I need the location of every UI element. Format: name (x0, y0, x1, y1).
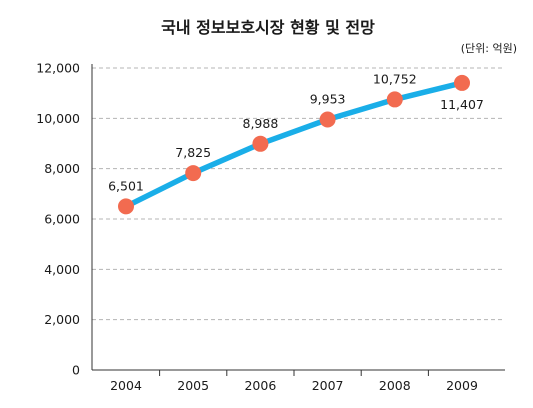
x-tick-label: 2007 (312, 378, 344, 393)
data-label: 7,825 (175, 145, 211, 160)
data-labels: 6,501 7,825 8,988 9,953 10,752 11,407 (108, 71, 484, 193)
y-tick-label: 4,000 (44, 262, 80, 277)
y-tick-label: 6,000 (44, 212, 80, 227)
unit-note: (단위: 억원) (461, 42, 517, 55)
y-tick-label: 8,000 (44, 161, 80, 176)
series-line-path (123, 80, 465, 210)
x-tick-label: 2005 (177, 378, 209, 393)
y-tick-label: 0 (72, 363, 80, 378)
data-point (252, 135, 269, 152)
x-axis-ticks: 2004 2005 2006 2007 2008 2009 (110, 378, 478, 393)
data-label: 9,953 (310, 92, 346, 107)
data-label: 8,988 (243, 116, 279, 131)
x-tick-label: 2004 (110, 378, 142, 393)
data-label: 11,407 (440, 97, 484, 112)
x-tick-label: 2006 (244, 378, 276, 393)
data-point (185, 165, 202, 182)
data-point (386, 91, 403, 108)
data-label: 6,501 (108, 178, 144, 193)
chart-title: 국내 정보보호시장 현황 및 전망 (161, 18, 375, 37)
x-tick-label: 2008 (379, 378, 411, 393)
data-label: 10,752 (373, 71, 417, 86)
gridlines (92, 67, 505, 321)
y-tick-label: 2,000 (44, 312, 80, 327)
axes (91, 64, 505, 376)
x-tick-label: 2009 (446, 378, 478, 393)
y-tick-label: 12,000 (36, 61, 80, 76)
data-point (454, 74, 470, 91)
data-point (319, 111, 336, 128)
series-line (123, 80, 465, 210)
y-axis-ticks: 0 2,000 4,000 6,000 8,000 10,000 12,000 (36, 61, 80, 378)
y-tick-label: 10,000 (36, 111, 80, 126)
data-point (118, 198, 134, 215)
data-markers (118, 74, 470, 215)
